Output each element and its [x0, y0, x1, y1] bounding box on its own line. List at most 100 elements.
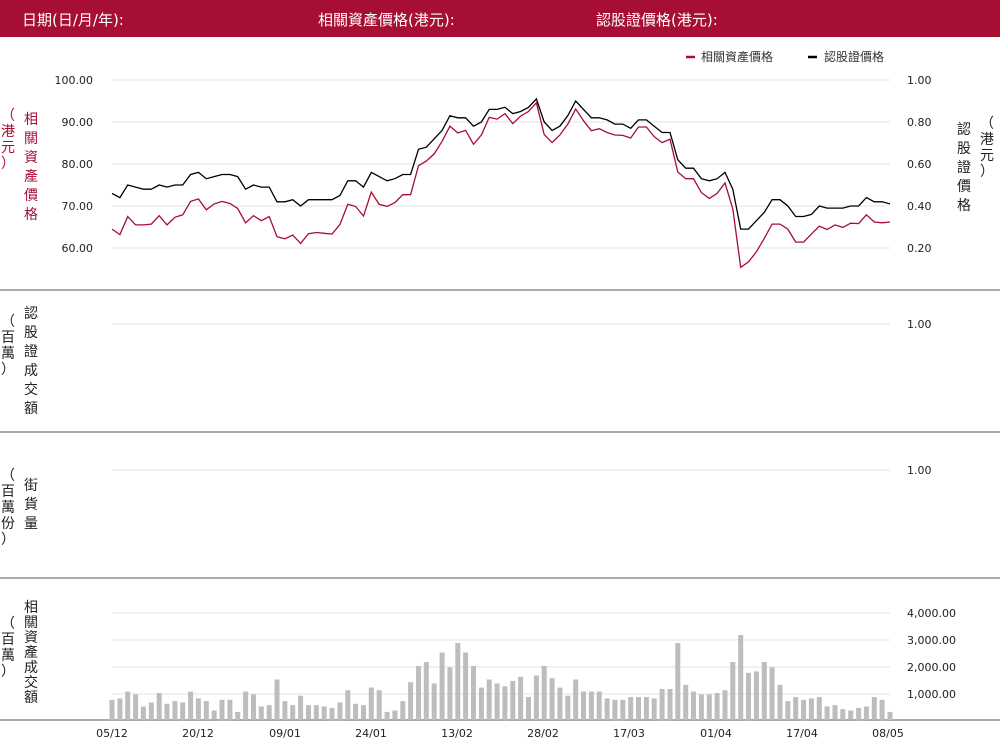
x-axis-tick-6: 17/03: [613, 727, 645, 740]
warrant-axis-unit-3: ）: [980, 164, 994, 180]
volume-bar: [502, 686, 508, 721]
volume-bar: [164, 703, 170, 720]
volume-bar: [588, 691, 594, 720]
right-price-tick-4: 0.20: [907, 242, 932, 255]
left-price-tick-4: 60.00: [62, 242, 94, 255]
volume-tick-2: 2,000.00: [907, 661, 956, 674]
volume-bar: [706, 694, 712, 720]
price-volume-chart: 100.00 90.00 80.00 70.00 60.00 1.00 0.80 0.60 0.…: [0, 49, 1000, 740]
volume-bar: [667, 689, 673, 721]
turnover-tick-0: 1.00: [907, 318, 932, 331]
warrant-axis-unit-0: （: [980, 116, 994, 132]
x-axis-tick-8: 17/04: [786, 727, 818, 740]
volume-axis-title-1: 關: [24, 615, 38, 631]
volume-axis-unit-0: （: [1, 616, 15, 632]
underlying-axis-title-5: 格: [24, 207, 38, 223]
volume-bar: [282, 701, 288, 720]
volume-axis-unit-3: ）: [1, 664, 15, 680]
volume-bar: [337, 702, 343, 721]
outstanding-axis-unit-4: ）: [1, 532, 15, 548]
volume-bar: [659, 689, 665, 721]
volume-bar: [596, 691, 602, 720]
turnover-axis-title-2: 證: [24, 343, 38, 360]
turnover-axis-title-1: 股: [24, 325, 38, 341]
x-axis-tick-9: 08/05: [872, 727, 904, 740]
turnover-axis-unit-2: 萬: [1, 346, 15, 362]
warrant-axis-unit-1: 港: [980, 132, 994, 148]
volume-bar: [541, 666, 547, 720]
left-price-tick-3: 70.00: [62, 200, 94, 213]
legend-label-warrant: 認股證價格: [824, 49, 884, 64]
tick-labels: 100.00 90.00 80.00 70.00 60.00 1.00 0.80 0.60 0.…: [55, 74, 956, 740]
volume-bar: [816, 697, 822, 720]
turnover-axis-unit-0: （: [1, 314, 15, 330]
volume-bar: [306, 705, 311, 720]
turnover-axis-title-3: 成: [24, 363, 38, 379]
volume-bar: [612, 699, 618, 721]
right-price-tick-0: 1.00: [907, 74, 932, 87]
volume-bar: [785, 701, 791, 720]
volume-bar: [439, 652, 445, 720]
underlying-axis-unit-2: 元: [1, 140, 15, 156]
volume-bar: [133, 694, 139, 720]
volume-axis-title-0: 相: [24, 600, 38, 616]
turnover-axis-title-0: 認: [24, 306, 38, 322]
volume-axis-unit-1: 百: [1, 632, 15, 648]
warrant-axis-unit-2: 元: [980, 148, 994, 164]
volume-tick-3: 1,000.00: [907, 688, 956, 701]
volume-bar: [651, 698, 657, 720]
volume-tick-0: 4,000.00: [907, 607, 956, 620]
volume-bar: [573, 679, 579, 720]
volume-bar: [510, 680, 516, 720]
header-bar: 日期(日/月/年): 相關資產價格(港元): 認股證價格(港元):: [0, 0, 1000, 37]
volume-bar: [753, 671, 759, 720]
volume-bar: [251, 694, 256, 720]
volume-bar: [848, 710, 854, 720]
turnover-axis-unit-3: ）: [1, 362, 15, 378]
volume-bar: [620, 699, 626, 721]
volume-axis-title-4: 成: [24, 660, 38, 676]
warrant-axis-title-2: 證: [957, 159, 971, 176]
volume-bar: [738, 635, 744, 720]
turnover-axis-unit-1: 百: [1, 330, 15, 346]
volume-bar: [698, 694, 704, 720]
volume-bar: [887, 711, 893, 720]
volume-bar: [156, 693, 162, 720]
grid-lines: [112, 79, 890, 695]
volume-bar: [549, 678, 555, 720]
volume-bar: [368, 687, 374, 720]
underlying-axis-unit-0: （: [1, 108, 15, 124]
volume-bar: [636, 697, 641, 720]
volume-bar: [793, 697, 799, 720]
outstanding-axis-unit-1: 百: [1, 484, 15, 500]
volume-bar: [290, 705, 296, 720]
volume-bar: [180, 702, 186, 721]
warrant-axis-title-4: 格: [957, 198, 971, 214]
volume-bar: [455, 643, 461, 720]
volume-bar: [494, 683, 500, 720]
volume-bar: [604, 698, 610, 720]
volume-bar: [140, 706, 146, 720]
left-price-tick-1: 90.00: [62, 116, 94, 129]
volume-bar: [714, 693, 720, 720]
volume-bars: [109, 635, 893, 721]
volume-axis-title-2: 資: [24, 630, 38, 646]
volume-axis-title-5: 交: [24, 674, 38, 691]
outstanding-axis-unit-2: 萬: [1, 500, 15, 516]
volume-bar: [463, 652, 469, 720]
volume-bar: [691, 691, 696, 720]
left-price-tick-0: 100.00: [55, 74, 94, 87]
volume-bar: [863, 706, 869, 720]
volume-bar: [557, 687, 563, 720]
underlying-axis-unit-3: ）: [1, 156, 15, 172]
warrant-axis-title-3: 價: [957, 178, 971, 195]
volume-bar: [643, 697, 649, 720]
x-axis-tick-2: 09/01: [269, 727, 301, 740]
volume-bar: [801, 699, 807, 721]
volume-axis-title-6: 額: [24, 690, 38, 706]
warrant-price-line: [111, 97, 891, 230]
outstanding-axis-unit-3: 份: [1, 516, 15, 532]
legend-label-underlying: 相關資產價格: [701, 49, 773, 64]
price-lines: [111, 97, 891, 269]
volume-bar: [172, 701, 178, 720]
